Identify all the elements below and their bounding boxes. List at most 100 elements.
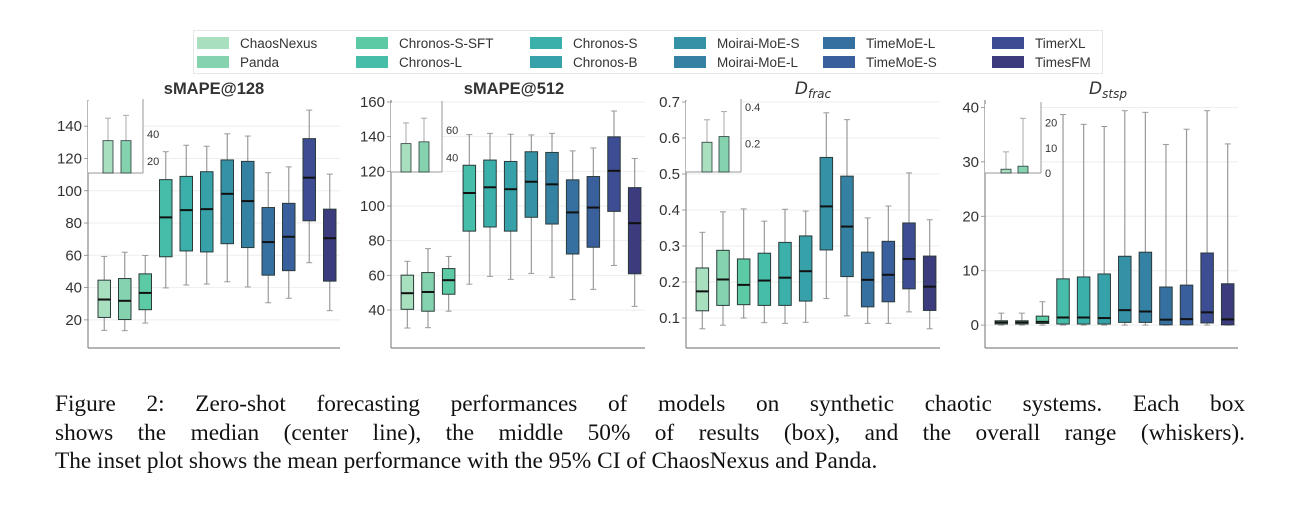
box-iqr	[586, 176, 601, 248]
box-timemoe-s	[586, 147, 601, 290]
box-chronos-b	[200, 145, 214, 285]
box-iqr	[1056, 278, 1070, 325]
legend-item: Chronos-B	[530, 53, 638, 71]
inset-bar-chaosnexus	[400, 143, 412, 173]
box-timemoe-s	[282, 166, 296, 299]
y-tick-label: 60	[368, 267, 385, 284]
legend-item: ChaosNexus	[197, 34, 317, 52]
legend-swatch	[530, 37, 562, 49]
y-tick-label: 10	[962, 263, 979, 280]
box-iqr	[241, 160, 255, 249]
panel-title: sMAPE@128	[164, 80, 264, 98]
inset-bar-chaosnexus	[701, 141, 713, 173]
inset-bar-chaosnexus	[102, 140, 114, 174]
y-tick-label: 160	[360, 94, 385, 111]
box-moirai-moe-l	[545, 132, 559, 278]
box-iqr	[607, 136, 621, 212]
panel-title: Dstsp	[1089, 79, 1127, 101]
box-iqr	[695, 267, 710, 312]
legend-item: TimesFM	[992, 53, 1091, 71]
inset-tick-label: 20	[147, 156, 159, 168]
legend-item: TimerXL	[992, 34, 1086, 52]
y-tick-label: 140	[360, 129, 385, 146]
legend-item: Moirai-MoE-L	[674, 53, 798, 71]
y-tick-label: 0.5	[659, 166, 680, 183]
box-iqr	[902, 222, 916, 290]
box-moirai-moe-s	[819, 112, 834, 300]
legend-swatch	[356, 37, 388, 49]
box-chaosnexus	[97, 255, 111, 331]
box-iqr	[323, 208, 337, 282]
legend-item: Moirai-MoE-S	[674, 34, 800, 52]
box-iqr	[798, 235, 813, 302]
box-iqr	[1179, 284, 1194, 326]
box-chronos-l	[462, 134, 477, 285]
legend-swatch	[530, 56, 562, 68]
box-moirai-moe-s	[1118, 110, 1132, 326]
legend-label: ChaosNexus	[240, 35, 318, 51]
y-tick-label: 20	[962, 208, 979, 225]
box-iqr	[1118, 255, 1132, 323]
box-moirai-moe-l	[1138, 111, 1153, 326]
box-iqr	[524, 151, 539, 218]
y-tick-label: 0.4	[659, 202, 680, 219]
box-timemoe-s	[881, 205, 896, 324]
title-subscript: stsp	[1102, 87, 1127, 101]
box-iqr	[881, 240, 896, 303]
legend-swatch	[992, 37, 1024, 49]
panel-3: 0.1 0.2 0.3 0.4 0.5 0.6 0.7 Dfrac 0.2 0.4	[659, 79, 940, 349]
legend-item: TimeMoE-L	[823, 34, 935, 52]
box-iqr	[1200, 252, 1214, 324]
box-chronos-s-sft	[736, 208, 751, 319]
title-main: D	[1089, 79, 1102, 99]
box-iqr	[1076, 276, 1091, 325]
box-timesfm	[627, 158, 642, 307]
box-iqr	[118, 278, 132, 321]
box-iqr	[736, 258, 751, 306]
box-iqr	[503, 160, 518, 232]
legend-swatch	[823, 37, 855, 49]
legend-label: Chronos-B	[573, 54, 638, 70]
inset-plot: 40 60	[391, 101, 458, 173]
box-chaosnexus	[400, 260, 415, 329]
y-tick-label: 0.3	[659, 238, 680, 255]
legend-item: Panda	[197, 53, 279, 71]
legend-label: Chronos-S-SFT	[399, 35, 494, 51]
box-moirai-moe-l	[840, 119, 854, 317]
legend-label: Chronos-S	[573, 35, 638, 51]
panel-4: 0 10 20 30 40 Dstsp 0 10 20	[962, 79, 1238, 349]
legend-item: Chronos-L	[356, 53, 462, 71]
legend-item: TimeMoE-S	[823, 53, 937, 71]
box-timerxl	[1200, 110, 1214, 326]
y-tick-label: 120	[360, 163, 385, 180]
box-timesfm	[922, 219, 937, 330]
y-tick-label: 120	[57, 150, 82, 167]
inset-bar-panda	[120, 140, 132, 174]
inset-plot: 0.2 0.4	[686, 99, 760, 173]
legend-label: Moirai-MoE-L	[717, 54, 799, 70]
legend-label: TimeMoE-L	[866, 35, 936, 51]
legend-label: TimeMoE-S	[866, 54, 937, 70]
plots-svg: 20406080100120140sMAPE@12820404060801001…	[57, 79, 1238, 349]
box-timesfm	[323, 173, 337, 312]
box-timemoe-l	[860, 217, 875, 324]
box-iqr	[220, 159, 234, 245]
inset-background	[88, 101, 143, 173]
inset-tick-label: 0.4	[745, 102, 760, 114]
caption-line-1: Figure 2: Zero-shot forecasting performa…	[55, 391, 1245, 417]
box-chronos-s	[483, 132, 497, 277]
legend-swatch	[356, 56, 388, 68]
legend-item: Chronos-S-SFT	[356, 34, 494, 52]
box-moirai-moe-l	[241, 135, 255, 288]
inset-plot: 0 10 20	[985, 102, 1057, 180]
box-timemoe-l	[565, 150, 580, 301]
inset-tick-label: 0.2	[745, 139, 760, 151]
title-subscript: frac	[808, 87, 832, 101]
box-iqr	[922, 255, 937, 311]
y-tick-label: 0.7	[659, 94, 680, 111]
legend-label: TimesFM	[1035, 54, 1091, 70]
box-iqr	[200, 171, 214, 253]
box-timesfm	[1220, 143, 1235, 326]
